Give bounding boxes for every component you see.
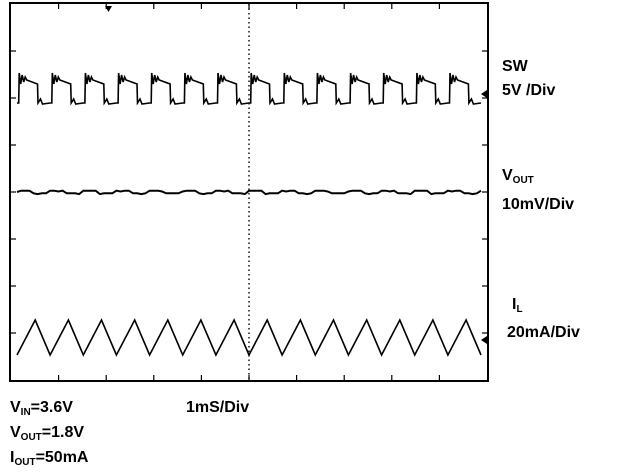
condition-iout-value: =50mA bbox=[35, 449, 89, 466]
condition-vout-value: =1.8V bbox=[41, 424, 85, 441]
vout-name-sub: OUT bbox=[512, 175, 534, 186]
il-name-sub: L bbox=[516, 304, 523, 315]
condition-vin-main: V bbox=[10, 399, 21, 416]
channel-1-marker bbox=[481, 90, 487, 98]
sw-channel-scale: 5V /Div bbox=[502, 82, 556, 99]
channel-3-marker bbox=[481, 336, 487, 344]
vout-channel-name: VOUT bbox=[502, 167, 534, 190]
condition-iout: IOUT=50mA bbox=[10, 449, 88, 472]
vout-channel-scale: 10mV/Div bbox=[502, 196, 575, 213]
condition-vout: VOUT=1.8V bbox=[10, 424, 84, 447]
il-channel-scale: 20mA/Div bbox=[507, 324, 580, 341]
il-channel-name: IL bbox=[512, 296, 523, 319]
sw-waveform-trace bbox=[17, 72, 482, 106]
condition-vout-sub: OUT bbox=[20, 432, 42, 443]
condition-vin-sub: IN bbox=[20, 407, 31, 418]
screen-frame bbox=[9, 2, 489, 382]
condition-vout-main: V bbox=[10, 424, 21, 441]
vout-waveform-trace bbox=[16, 189, 482, 196]
vout-name-main: V bbox=[502, 167, 513, 184]
il-waveform-trace bbox=[16, 318, 482, 357]
trigger-marker bbox=[105, 6, 112, 12]
condition-iout-sub: OUT bbox=[14, 457, 36, 468]
sw-channel-name: SW bbox=[502, 58, 528, 75]
condition-iout-main: I bbox=[10, 449, 15, 466]
condition-vin-value: =3.6V bbox=[30, 399, 73, 416]
il-name-main: I bbox=[512, 296, 517, 313]
condition-vin: VIN=3.6V bbox=[10, 399, 73, 422]
time-scale-label: 1mS/Div bbox=[186, 399, 250, 416]
